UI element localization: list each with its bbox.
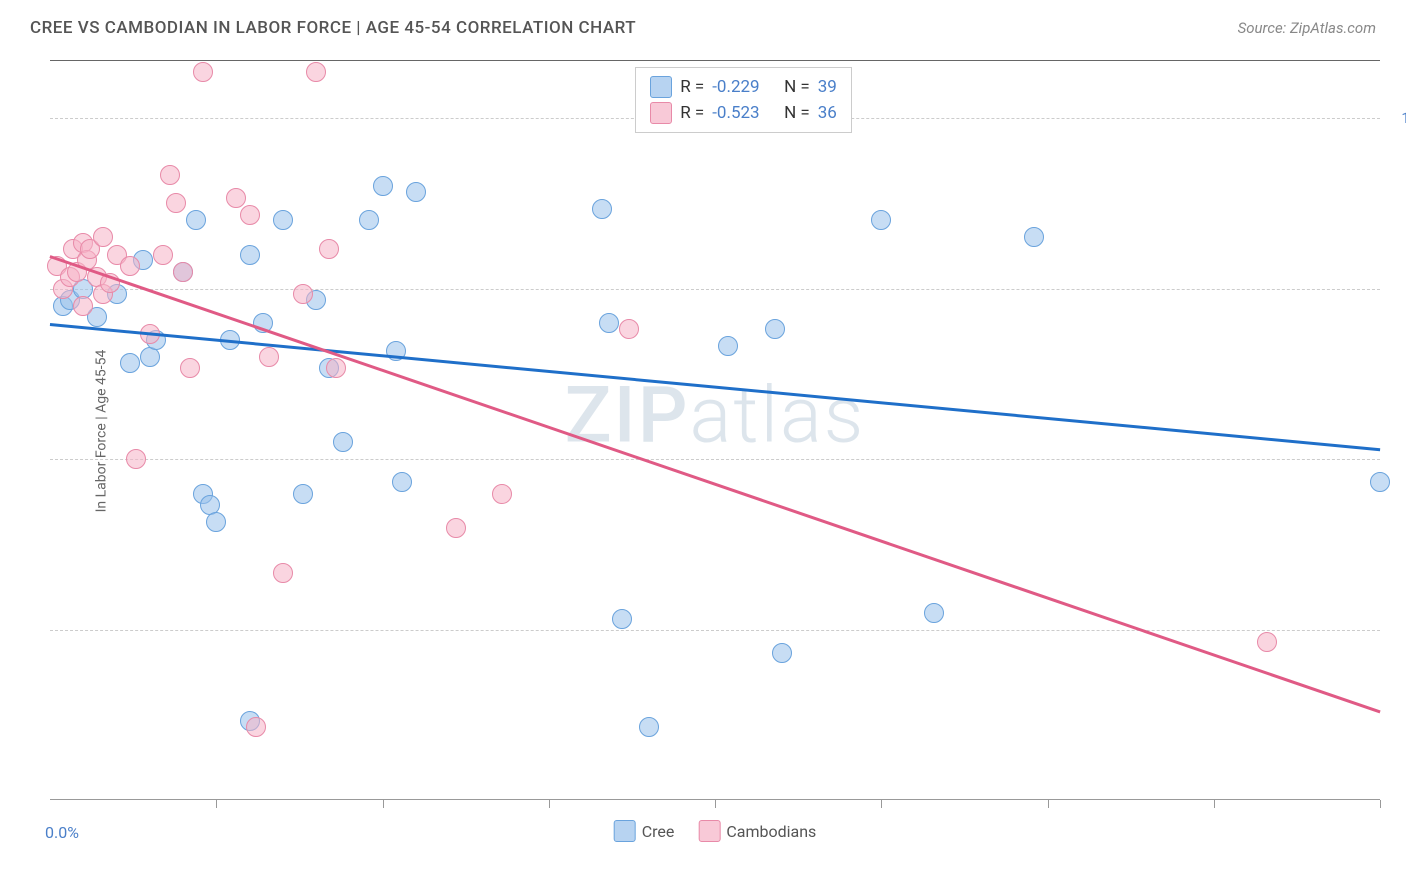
scatter-point-cree (120, 353, 140, 373)
scatter-point-cambodians (293, 284, 313, 304)
scatter-point-cambodians (173, 262, 193, 282)
chart-title: CREE VS CAMBODIAN IN LABOR FORCE | AGE 4… (30, 18, 636, 38)
y-tick-label: 100.0% (1390, 109, 1406, 127)
x-tick (1380, 800, 1381, 808)
scatter-point-cambodians (619, 319, 639, 339)
scatter-point-cree (639, 717, 659, 737)
scatter-point-cree (592, 199, 612, 219)
swatch-pink-icon (650, 102, 672, 124)
scatter-point-cambodians (319, 239, 339, 259)
correlation-legend-row-cree: R = -0.229 N = 39 (650, 74, 837, 100)
scatter-point-cree (871, 210, 891, 230)
scatter-point-cambodians (193, 62, 213, 82)
scatter-point-cambodians (73, 296, 93, 316)
swatch-blue-icon (614, 820, 636, 842)
n-label: N = (784, 103, 810, 123)
scatter-point-cambodians (180, 358, 200, 378)
scatter-point-cree (599, 313, 619, 333)
cambodians-r-value: -0.523 (712, 103, 759, 123)
chart-plot-area: In Labor Force | Age 45-54 55.0%70.0%85.… (50, 60, 1380, 800)
scatter-point-cree (392, 472, 412, 492)
x-tick (549, 800, 550, 808)
correlation-legend: R = -0.229 N = 39 R = -0.523 N = 36 (635, 67, 852, 133)
scatter-point-cree (273, 210, 293, 230)
watermark-light: atlas (690, 370, 866, 461)
y-axis-label: In Labor Force | Age 45-54 (93, 349, 109, 512)
grid-line (50, 459, 1380, 460)
scatter-point-cambodians (160, 165, 180, 185)
scatter-point-cambodians (166, 193, 186, 213)
scatter-point-cambodians (1257, 632, 1277, 652)
x-axis-start-label: 0.0% (45, 823, 79, 842)
scatter-point-cambodians (492, 484, 512, 504)
grid-line (50, 630, 1380, 631)
x-tick (216, 800, 217, 808)
scatter-point-cambodians (93, 227, 113, 247)
y-tick-label: 70.0% (1390, 450, 1406, 468)
scatter-point-cambodians (273, 563, 293, 583)
legend-item-cambodians: Cambodians (698, 820, 816, 842)
swatch-pink-icon (698, 820, 720, 842)
scatter-point-cambodians (240, 205, 260, 225)
scatter-point-cree (1370, 472, 1390, 492)
scatter-point-cree (359, 210, 379, 230)
scatter-point-cambodians (446, 518, 466, 538)
r-label: R = (680, 103, 704, 123)
cambodians-n-value: 36 (818, 103, 837, 123)
chart-source: Source: ZipAtlas.com (1238, 19, 1376, 37)
scatter-point-cree (406, 182, 426, 202)
scatter-point-cree (765, 319, 785, 339)
correlation-legend-row-cambodians: R = -0.523 N = 36 (650, 100, 837, 126)
trend-line-cree (50, 323, 1380, 451)
scatter-point-cambodians (306, 62, 326, 82)
n-label: N = (784, 77, 810, 97)
scatter-point-cambodians (246, 717, 266, 737)
scatter-point-cree (924, 603, 944, 623)
scatter-point-cree (140, 347, 160, 367)
scatter-point-cree (293, 484, 313, 504)
scatter-point-cree (186, 210, 206, 230)
y-tick-label: 55.0% (1390, 621, 1406, 639)
scatter-point-cree (206, 512, 226, 532)
x-tick (383, 800, 384, 808)
scatter-point-cree (772, 643, 792, 663)
r-label: R = (680, 77, 704, 97)
swatch-blue-icon (650, 76, 672, 98)
cree-n-value: 39 (818, 77, 837, 97)
x-tick (715, 800, 716, 808)
x-tick (1214, 800, 1215, 808)
legend-label-cambodians: Cambodians (726, 822, 816, 841)
scatter-point-cree (240, 245, 260, 265)
series-legend: Cree Cambodians (614, 820, 817, 842)
cree-r-value: -0.229 (712, 77, 759, 97)
scatter-point-cambodians (126, 449, 146, 469)
scatter-point-cree (1024, 227, 1044, 247)
x-tick (881, 800, 882, 808)
trend-line-cambodians (50, 255, 1381, 713)
x-tick (1048, 800, 1049, 808)
legend-item-cree: Cree (614, 820, 675, 842)
grid-line (50, 289, 1380, 290)
legend-label-cree: Cree (642, 822, 675, 841)
y-tick-label: 85.0% (1390, 280, 1406, 298)
scatter-point-cambodians (259, 347, 279, 367)
scatter-point-cambodians (153, 245, 173, 265)
scatter-point-cree (718, 336, 738, 356)
scatter-point-cree (333, 432, 353, 452)
scatter-point-cree (373, 176, 393, 196)
scatter-point-cambodians (120, 256, 140, 276)
scatter-point-cree (612, 609, 632, 629)
scatter-point-cambodians (226, 188, 246, 208)
scatter-point-cambodians (326, 358, 346, 378)
